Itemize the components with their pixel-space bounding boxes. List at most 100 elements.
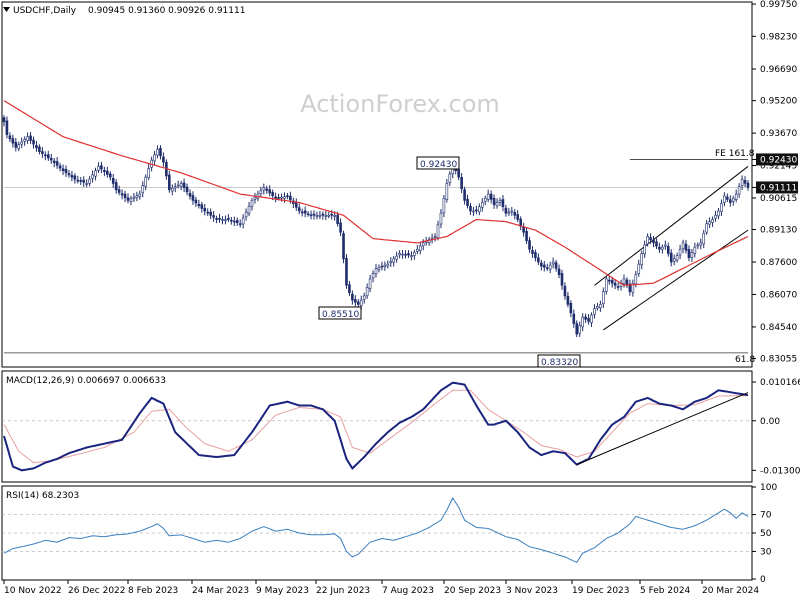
price-candle xyxy=(241,214,245,229)
candle-body xyxy=(578,325,582,334)
price-candle xyxy=(327,211,331,219)
candle-body xyxy=(106,170,109,175)
candle-body xyxy=(182,182,186,188)
candle-body xyxy=(259,190,263,194)
price-candle xyxy=(306,210,310,217)
price-candle xyxy=(135,191,139,202)
x-tick-label: 20 Sep 2023 xyxy=(444,586,501,596)
candle-body xyxy=(268,189,272,194)
candle-body xyxy=(616,286,620,288)
candle-body xyxy=(507,211,511,214)
candle-body xyxy=(554,262,558,269)
price-candle xyxy=(73,173,77,184)
candle-body xyxy=(655,241,658,247)
fe-161-8-price-tag-box xyxy=(756,153,798,166)
price-candle xyxy=(714,210,717,222)
macd-tick-label: -0.013006 xyxy=(760,466,800,476)
price-tick-label: 0.99750 xyxy=(760,0,797,10)
price-candle xyxy=(20,137,24,149)
price-candle xyxy=(392,255,396,267)
macd-line xyxy=(3,381,749,472)
candle-body xyxy=(593,308,596,315)
candle-body xyxy=(321,213,325,216)
price-candle xyxy=(38,144,41,155)
price-candle xyxy=(542,260,546,272)
candle-body xyxy=(206,211,210,214)
price-candle xyxy=(300,208,304,217)
price-candle xyxy=(637,259,641,277)
candle-body xyxy=(590,314,593,323)
candle-body xyxy=(289,195,292,201)
price-candle xyxy=(100,161,103,174)
candle-body xyxy=(545,267,549,269)
candle-body xyxy=(29,135,32,141)
candle-body xyxy=(410,255,413,257)
candle-body xyxy=(575,323,579,335)
price-candle xyxy=(581,313,584,332)
price-tick-label: 0.93670 xyxy=(760,129,797,139)
x-tick-label: 9 May 2023 xyxy=(256,586,309,596)
price-candle xyxy=(684,239,688,254)
price-tick-label: 0.89130 xyxy=(760,226,797,236)
candle-body xyxy=(711,219,714,223)
price-candle xyxy=(652,235,655,248)
price-candle xyxy=(625,277,629,289)
price-series-layer xyxy=(2,100,750,354)
price-candle xyxy=(227,214,230,223)
candle-body xyxy=(478,206,481,213)
price-candle xyxy=(356,299,360,308)
annotation-0.83320: 0.83320 xyxy=(537,354,581,368)
price-candle xyxy=(200,201,204,213)
candle-body xyxy=(253,196,257,200)
candle-body xyxy=(569,302,573,314)
moving-average-line xyxy=(3,100,749,286)
price-candle xyxy=(165,159,168,180)
price-candle xyxy=(728,195,732,207)
candle-body xyxy=(401,253,404,256)
candle-body xyxy=(232,220,236,223)
price-candle xyxy=(191,191,195,205)
candle-body xyxy=(581,316,584,328)
price-candle xyxy=(41,147,44,158)
candle-body xyxy=(168,174,171,191)
candle-body xyxy=(215,218,218,220)
candle-body xyxy=(200,204,204,209)
price-candle xyxy=(383,261,387,271)
candle-body xyxy=(728,199,732,203)
candle-body xyxy=(94,170,97,177)
price-candle xyxy=(628,279,632,296)
candle-body xyxy=(262,187,266,191)
candle-body xyxy=(11,138,15,144)
price-candle xyxy=(566,291,570,308)
candle-body xyxy=(230,219,233,222)
price-candle xyxy=(294,198,298,211)
price-candle xyxy=(528,236,531,253)
x-tick-label: 5 Feb 2024 xyxy=(640,586,691,596)
price-candle xyxy=(664,240,667,250)
rsi-tick-label: 100 xyxy=(760,483,777,493)
price-candle xyxy=(537,253,540,266)
candle-body xyxy=(58,165,62,169)
price-candle xyxy=(162,152,165,167)
candle-body xyxy=(35,145,38,149)
price-tick-label: 0.90615 xyxy=(760,194,797,204)
price-candle xyxy=(501,195,505,212)
price-candle xyxy=(475,205,478,215)
current-price-tag: 0.91111 xyxy=(760,183,797,193)
candle-body xyxy=(135,195,139,198)
candle-body xyxy=(277,197,280,199)
price-candle xyxy=(138,190,142,200)
candle-body xyxy=(516,214,520,220)
price-candle xyxy=(32,136,35,149)
price-candle xyxy=(103,166,106,177)
price-candle xyxy=(179,180,183,191)
candle-body xyxy=(8,135,12,140)
candle-body xyxy=(472,210,475,213)
price-candle xyxy=(602,287,605,309)
candle-body xyxy=(194,199,198,204)
price-candle xyxy=(492,194,496,209)
candle-body xyxy=(687,249,691,259)
price-candle xyxy=(159,145,162,160)
rsi-line xyxy=(3,496,749,564)
dropdown-triangle-icon[interactable] xyxy=(3,7,10,12)
